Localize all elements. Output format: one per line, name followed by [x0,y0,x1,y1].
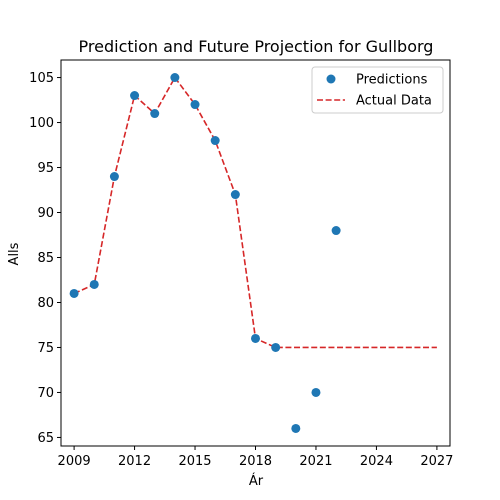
series-line-actual-data [73,76,437,349]
scatter-point [109,172,119,182]
x-tick-label: 2018 [239,454,272,469]
y-tick-label: 80 [37,296,54,311]
y-axis-label: Alls [7,242,22,265]
scatter-point [311,387,321,397]
x-axis-label: Ár [249,473,264,489]
plot-area: 2009 2012 2015 2018 2021 2024 2027 65 70 75 80 85 90… [29,59,453,469]
y-tick-label: 90 [37,206,54,221]
scatter-point [291,423,301,433]
legend-label: Actual Data [356,94,432,109]
y-tick-label: 85 [37,251,54,266]
x-tick-label: 2024 [360,454,393,469]
scatter-point [230,190,240,200]
scatter-point [150,109,160,119]
scatter-point [130,91,140,101]
y-tick-label: 65 [37,431,54,446]
x-tick-label: 2021 [299,454,332,469]
y-tick-label: 95 [37,161,54,176]
legend-box [311,66,444,114]
scatter-point [210,136,220,146]
legend-label: Predictions [356,73,428,88]
x-tick-label: 2015 [178,454,211,469]
scatter-point [170,73,180,83]
x-tick-label: 2012 [118,454,151,469]
y-tick-label: 70 [37,386,54,401]
scatter-point [271,342,281,352]
y-tick-label: 100 [29,116,54,131]
x-tick-label: 2027 [420,454,453,469]
scatter-point [331,226,341,236]
chart-title: Prediction and Future Projection for Gul… [79,37,434,56]
legend: Predictions Actual Data [311,66,444,114]
scatter-point [89,279,99,289]
x-tick-label: 2009 [58,454,91,469]
scatter-point [190,100,200,110]
legend-marker-predictions [326,74,336,84]
y-tick-label: 75 [37,341,54,356]
scatter-point [69,288,79,298]
y-tick-label: 105 [29,71,54,86]
axes-frame [60,59,451,447]
scatter-point [251,333,260,343]
